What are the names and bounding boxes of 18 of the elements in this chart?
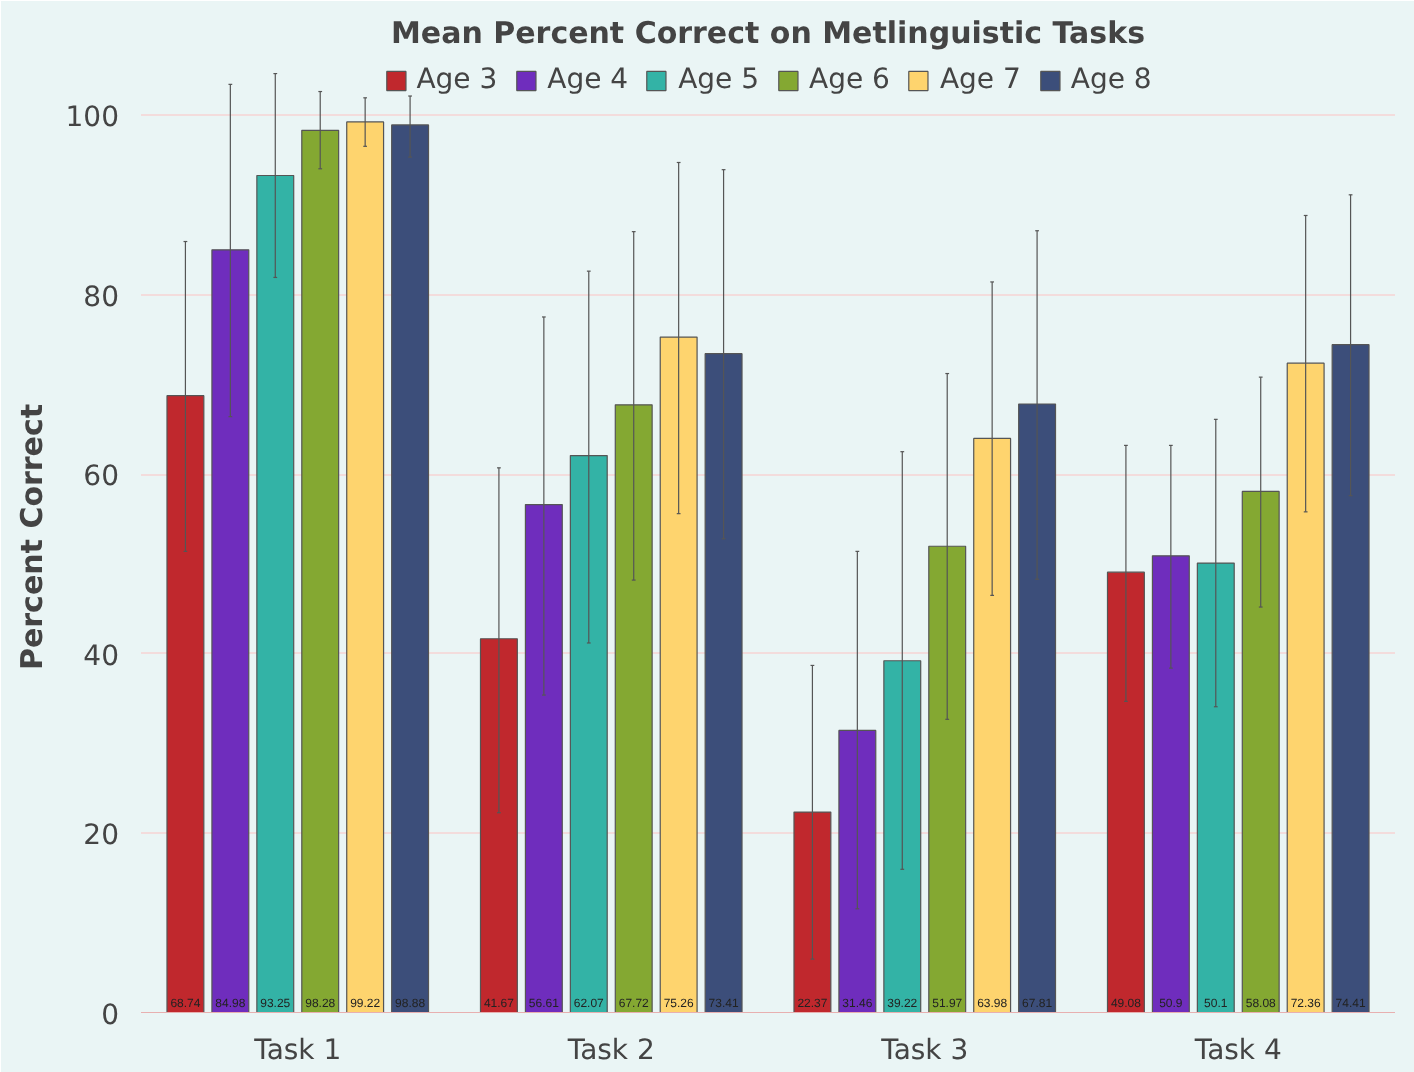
legend-label: Age 5 <box>678 64 759 96</box>
y-tick-label: 0 <box>101 1000 120 1032</box>
legend-label: Age 7 <box>939 64 1021 96</box>
legend-label: Age 4 <box>547 64 629 96</box>
y-tick-label: 80 <box>83 281 120 314</box>
chart-title: Mean Percent Correct on Metlinguistic Tasks <box>391 15 1146 51</box>
x-tick-label: Task 4 <box>1192 1035 1283 1067</box>
x-tick-label: Task 1 <box>252 1035 342 1067</box>
y-tick-label: 100 <box>65 101 120 134</box>
legend-label: Age 6 <box>809 64 890 96</box>
legend-label: Age 3 <box>416 64 498 96</box>
y-tick-label: 60 <box>83 461 120 494</box>
y-tick-label: 40 <box>83 640 120 673</box>
x-tick-label: Task 2 <box>565 1035 655 1067</box>
y-tick-label: 20 <box>83 820 120 853</box>
legend-label: Age 8 <box>1070 64 1152 96</box>
x-tick-label: Task 3 <box>879 1035 969 1067</box>
y-axis-title: Percent Correct <box>13 403 50 671</box>
